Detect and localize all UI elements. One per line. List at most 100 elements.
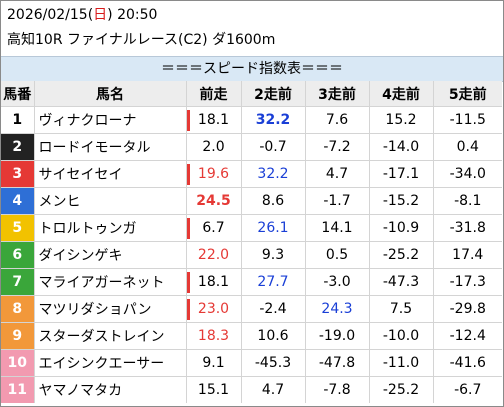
speed-index-value: -19.0 — [305, 322, 370, 350]
speed-index-text: 6.7 — [202, 220, 225, 236]
highlight-marker — [186, 218, 190, 239]
speed-index-text: 2.0 — [202, 139, 225, 155]
speed-index-text: 7.6 — [325, 112, 349, 128]
speed-index-value: -10.0 — [369, 322, 434, 350]
speed-index-value: 8.6 — [241, 187, 306, 215]
speed-index-value: 14.1 — [305, 214, 370, 242]
table-row: 6 ダイシンゲキ 22.0 9.3 0.5 -25.2 17.4 — [1, 241, 502, 269]
speed-index-value: 18.3 — [186, 322, 242, 350]
speed-index-value: -31.8 — [433, 214, 502, 242]
speed-index-value: 4.7 — [305, 160, 370, 188]
speed-index-text: 0.4 — [456, 139, 479, 155]
horse-number-cell: 9 — [1, 322, 35, 350]
speed-index-text: -47.3 — [382, 274, 420, 290]
speed-index-value: -47.8 — [305, 349, 370, 377]
speed-index-value: -11.5 — [433, 106, 502, 134]
speed-index-text: -19.0 — [318, 328, 356, 344]
speed-index-text: -7.8 — [323, 382, 351, 398]
speed-index-text: -14.0 — [382, 139, 420, 155]
speed-index-text: 27.7 — [257, 274, 289, 290]
speed-index-text: 24.3 — [321, 301, 353, 317]
speed-index-text: 17.4 — [452, 247, 484, 263]
speed-index-value: 7.6 — [305, 106, 370, 134]
speed-index-value: -14.0 — [369, 133, 434, 161]
horse-name: エイシンクエーサー — [38, 356, 165, 372]
speed-index-text: -1.7 — [323, 193, 351, 209]
horse-name-cell: マツリダショパン — [34, 295, 187, 323]
table-row: 9 スターダストレイン 18.3 10.6 -19.0 -10.0 -12.4 — [1, 322, 502, 350]
horse-name: マツリダショパン — [38, 302, 152, 318]
day-close-paren: ) — [107, 7, 113, 23]
horse-number-cell: 4 — [1, 187, 35, 215]
highlight-marker — [186, 164, 190, 185]
table-row: 7 マライアガーネット 18.1 27.7 -3.0 -47.3 -17.3 — [1, 268, 502, 296]
speed-index-text: -25.2 — [382, 247, 420, 263]
speed-index-text: -34.0 — [449, 166, 486, 182]
table-row: 8 マツリダショパン 23.0 -2.4 24.3 7.5 -29.8 — [1, 295, 502, 323]
speed-index-text: 18.1 — [197, 112, 230, 128]
speed-index-text: -7.2 — [323, 139, 351, 155]
race-title: 高知10R ファイナルレース(C2) ダ1600m — [7, 32, 276, 48]
col-header-5-races-ago: 5走前 — [433, 81, 502, 107]
speed-index-text: 7.5 — [389, 301, 413, 317]
speed-index-value: -17.1 — [369, 160, 434, 188]
speed-index-value: 24.3 — [305, 295, 370, 323]
speed-index-text: -17.1 — [382, 166, 420, 182]
speed-index-text: 4.7 — [325, 166, 349, 182]
speed-index-value: 15.1 — [186, 376, 242, 403]
horse-number-cell: 1 — [1, 106, 35, 134]
speed-index-value: -6.7 — [433, 377, 502, 404]
speed-index-value: 9.1 — [186, 349, 242, 377]
horse-name-cell: メンヒ — [34, 187, 187, 215]
speed-index-text: 18.3 — [197, 328, 230, 344]
horse-name: メンヒ — [38, 194, 81, 210]
speed-index-text: -15.2 — [382, 193, 420, 209]
speed-index-value: -17.3 — [433, 268, 502, 296]
table-row: 4 メンヒ 24.5 8.6 -1.7 -15.2 -8.1 — [1, 187, 502, 215]
speed-index-value: -8.1 — [433, 187, 502, 215]
speed-index-text: 10.6 — [257, 328, 289, 344]
horse-number-cell: 7 — [1, 268, 35, 296]
horse-name-cell: マライアガーネット — [34, 268, 187, 296]
speed-index-value: 24.5 — [186, 187, 242, 215]
speed-index-value: 27.7 — [241, 268, 306, 296]
speed-index-text: -12.4 — [449, 328, 486, 344]
speed-index-value: 19.6 — [186, 160, 242, 188]
highlight-marker — [186, 299, 190, 320]
table-row: 5 トロルトゥンガ 6.7 26.1 14.1 -10.9 -31.8 — [1, 214, 502, 242]
horse-name-cell: ヴィナクローナ — [34, 106, 187, 134]
speed-index-value: 18.1 — [186, 106, 242, 134]
horse-number-cell: 5 — [1, 214, 35, 242]
speed-index-value: -45.3 — [241, 349, 306, 377]
speed-index-value: 32.2 — [241, 106, 306, 134]
horse-number-cell: 11 — [1, 376, 35, 403]
speed-index-text: -3.0 — [323, 274, 351, 290]
horse-number-cell: 3 — [1, 160, 35, 188]
speed-index-text: 23.0 — [197, 301, 230, 317]
speed-index-text: 4.7 — [261, 382, 285, 398]
horse-name-cell: トロルトゥンガ — [34, 214, 187, 242]
horse-name: サイセイセイ — [38, 167, 123, 183]
speed-index-value: 6.7 — [186, 214, 242, 242]
speed-index-value: 32.2 — [241, 160, 306, 188]
speed-index-value: -0.7 — [241, 133, 306, 161]
horse-name: ダイシンゲキ — [38, 248, 123, 264]
speed-index-text: -0.7 — [259, 139, 287, 155]
speed-index-text: -6.7 — [454, 382, 482, 398]
speed-index-value: -29.8 — [433, 295, 502, 323]
speed-index-value: 7.5 — [369, 295, 434, 323]
speed-index-value: 22.0 — [186, 241, 242, 269]
speed-index-value: 23.0 — [186, 295, 242, 323]
speed-index-text: 9.3 — [261, 247, 285, 263]
speed-index-value: -15.2 — [369, 187, 434, 215]
col-header-horse-name: 馬名 — [34, 81, 187, 107]
horse-number-cell: 6 — [1, 241, 35, 269]
speed-index-text: 32.2 — [255, 112, 291, 128]
speed-index-value: -11.0 — [369, 349, 434, 377]
race-time: 20:50 — [117, 7, 158, 23]
horse-name-cell: サイセイセイ — [34, 160, 187, 188]
speed-index-value: -7.8 — [305, 376, 370, 403]
speed-index-text: 8.6 — [261, 193, 285, 209]
horse-number-cell: 8 — [1, 295, 35, 323]
horse-name: トロルトゥンガ — [38, 221, 137, 237]
